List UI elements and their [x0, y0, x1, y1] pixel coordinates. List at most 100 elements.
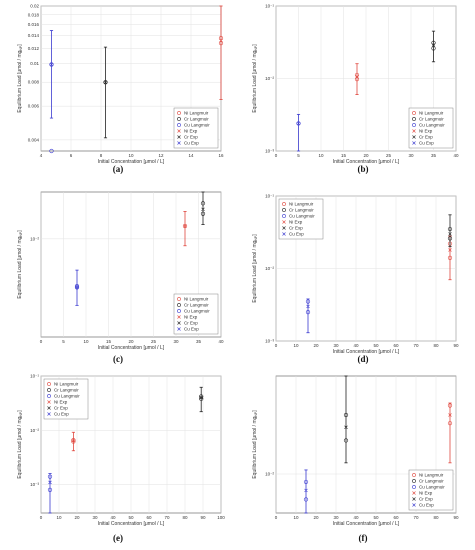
y-tick-label: 10⁻¹ [265, 194, 274, 199]
legend-entry: Cr Exp [419, 135, 433, 140]
y-tick-label: 10⁻¹ [265, 4, 274, 9]
legend-entry: Cr Exp [419, 497, 433, 502]
x-tick-label: 10 [293, 343, 299, 348]
x-tick-label: 90 [453, 515, 459, 520]
legend-entry: Cr Langmuir [419, 117, 444, 122]
y-tick-label: 10⁻³ [265, 149, 274, 154]
legend-marker [412, 503, 416, 507]
legend-marker [282, 202, 286, 206]
x-tick-label: 40 [110, 515, 116, 520]
legend-box [278, 198, 324, 240]
y-axis-label: Equilibrium Load [μmol / mgNP] [17, 230, 23, 299]
legend-entry: Cu Langmuir [54, 394, 80, 399]
x-tick-label: 10 [56, 515, 62, 520]
x-tick-label: 60 [393, 515, 399, 520]
legend-marker [177, 111, 181, 115]
legend-entry: Cu Langmuir [419, 123, 445, 128]
legend-entry: Cr Langmuir [184, 303, 209, 308]
x-tick-label: 10 [128, 153, 134, 158]
exp-point-cu [306, 304, 310, 309]
legend-entry: Cu Exp [289, 232, 304, 237]
x-tick-label: 8 [100, 153, 103, 158]
legend-entry: Ni Exp [419, 491, 433, 496]
chart-panel-f: 0 10 20 30 40 50 60 70 80 90 10⁻² Initial Concentra… [252, 375, 459, 543]
legend-box [43, 378, 89, 420]
x-axis-label: Initial Concentration [μmol / L] [333, 521, 400, 527]
x-tick-label: 4 [40, 153, 43, 158]
y-tick-label: 10⁻³ [265, 339, 274, 344]
legend-marker [177, 303, 181, 307]
x-tick-label: 30 [408, 153, 414, 158]
x-tick-label: 0 [275, 153, 278, 158]
x-tick-label: 5 [62, 339, 65, 344]
langmuir-point-ni [447, 403, 453, 408]
legend-marker [47, 388, 51, 392]
y-tick-label: 0.018 [28, 12, 40, 17]
x-tick-label: 90 [453, 343, 459, 348]
x-tick-label: 25 [151, 339, 157, 344]
x-tick-label: 20 [313, 515, 319, 520]
x-tick-label: 20 [313, 343, 319, 348]
y-tick-label: 0.012 [28, 46, 40, 51]
langmuir-point-cr [103, 80, 108, 85]
legend-entry: Cu Langmuir [184, 309, 210, 314]
y-axis-label: Equilibrium Load [μmol / mgNP] [17, 44, 23, 113]
langmuir-point-cr [343, 438, 349, 443]
legend-entry: Ni Exp [54, 400, 68, 405]
x-tick-label: 30 [92, 515, 98, 520]
langmuir-point-cr [447, 226, 453, 232]
legend-marker [412, 111, 416, 115]
legend-marker [412, 491, 416, 495]
exp-point-cr [344, 425, 348, 429]
y-tick-label: 0.014 [28, 33, 40, 38]
legend-entry: Cr Langmuir [184, 117, 209, 122]
y-axis-label: Equilibrium Load [μmol / mgNP] [17, 410, 23, 479]
panel-caption: (f) [359, 533, 368, 543]
x-tick-label: 40 [453, 153, 459, 158]
exp-point-cr [201, 207, 205, 211]
x-tick-label: 25 [386, 153, 392, 158]
legend-entry: Cu Exp [184, 327, 199, 332]
legend-entry: Cu Exp [184, 141, 199, 146]
legend-marker [282, 226, 286, 230]
exp-point-cu [48, 480, 52, 485]
exp-point-cr [199, 395, 203, 400]
x-tick-label: 50 [373, 343, 379, 348]
exp-point-cu [304, 488, 308, 493]
x-tick-label: 20 [74, 515, 80, 520]
y-tick-label: 0.004 [28, 137, 40, 142]
exp-point-ni [219, 38, 223, 43]
x-tick-label: 60 [393, 343, 399, 348]
chart-panel-e: 0 10 20 30 40 50 60 70 80 90 100 10⁻³ 10⁻² 10⁻¹ Initia… [17, 374, 225, 544]
x-tick-label: 80 [433, 343, 439, 348]
y-tick-label: 10⁻³ [30, 482, 39, 487]
legend-entry: Ni Langmuir [184, 111, 209, 116]
legend-entry: Cr Langmuir [54, 388, 79, 393]
y-tick-label: 10⁻² [265, 472, 274, 477]
exp-point-cr [431, 43, 436, 47]
langmuir-point-ni [218, 35, 224, 41]
x-tick-label: 50 [128, 515, 134, 520]
y-axis-label: Equilibrium Load [μmol / mgNP] [252, 44, 258, 113]
x-tick-label: 40 [353, 343, 359, 348]
langmuir-point-cu [74, 284, 80, 289]
langmuir-point-cr [199, 394, 204, 399]
legend-marker [177, 117, 181, 121]
y-tick-label: 10⁻¹ [30, 374, 39, 379]
y-tick-label: 10⁻² [265, 266, 274, 271]
panel-caption: (a) [113, 164, 124, 174]
chart-panel-c: 0 5 10 15 20 25 30 35 40 10⁻² Initial Concentratio… [17, 191, 224, 364]
legend-marker [177, 135, 181, 139]
legend-entry: Cu Langmuir [289, 214, 315, 219]
legend-box [173, 293, 219, 335]
exp-point-ni [183, 224, 187, 228]
langmuir-point-cr [431, 46, 436, 51]
langmuir-point-cu [305, 299, 311, 304]
x-tick-label: 10 [293, 515, 299, 520]
x-tick-label: 70 [164, 515, 170, 520]
exp-point-cu [75, 285, 79, 290]
x-axis-label: Initial Concentration [μmol / L] [98, 521, 165, 527]
langmuir-point-cu [296, 121, 301, 126]
